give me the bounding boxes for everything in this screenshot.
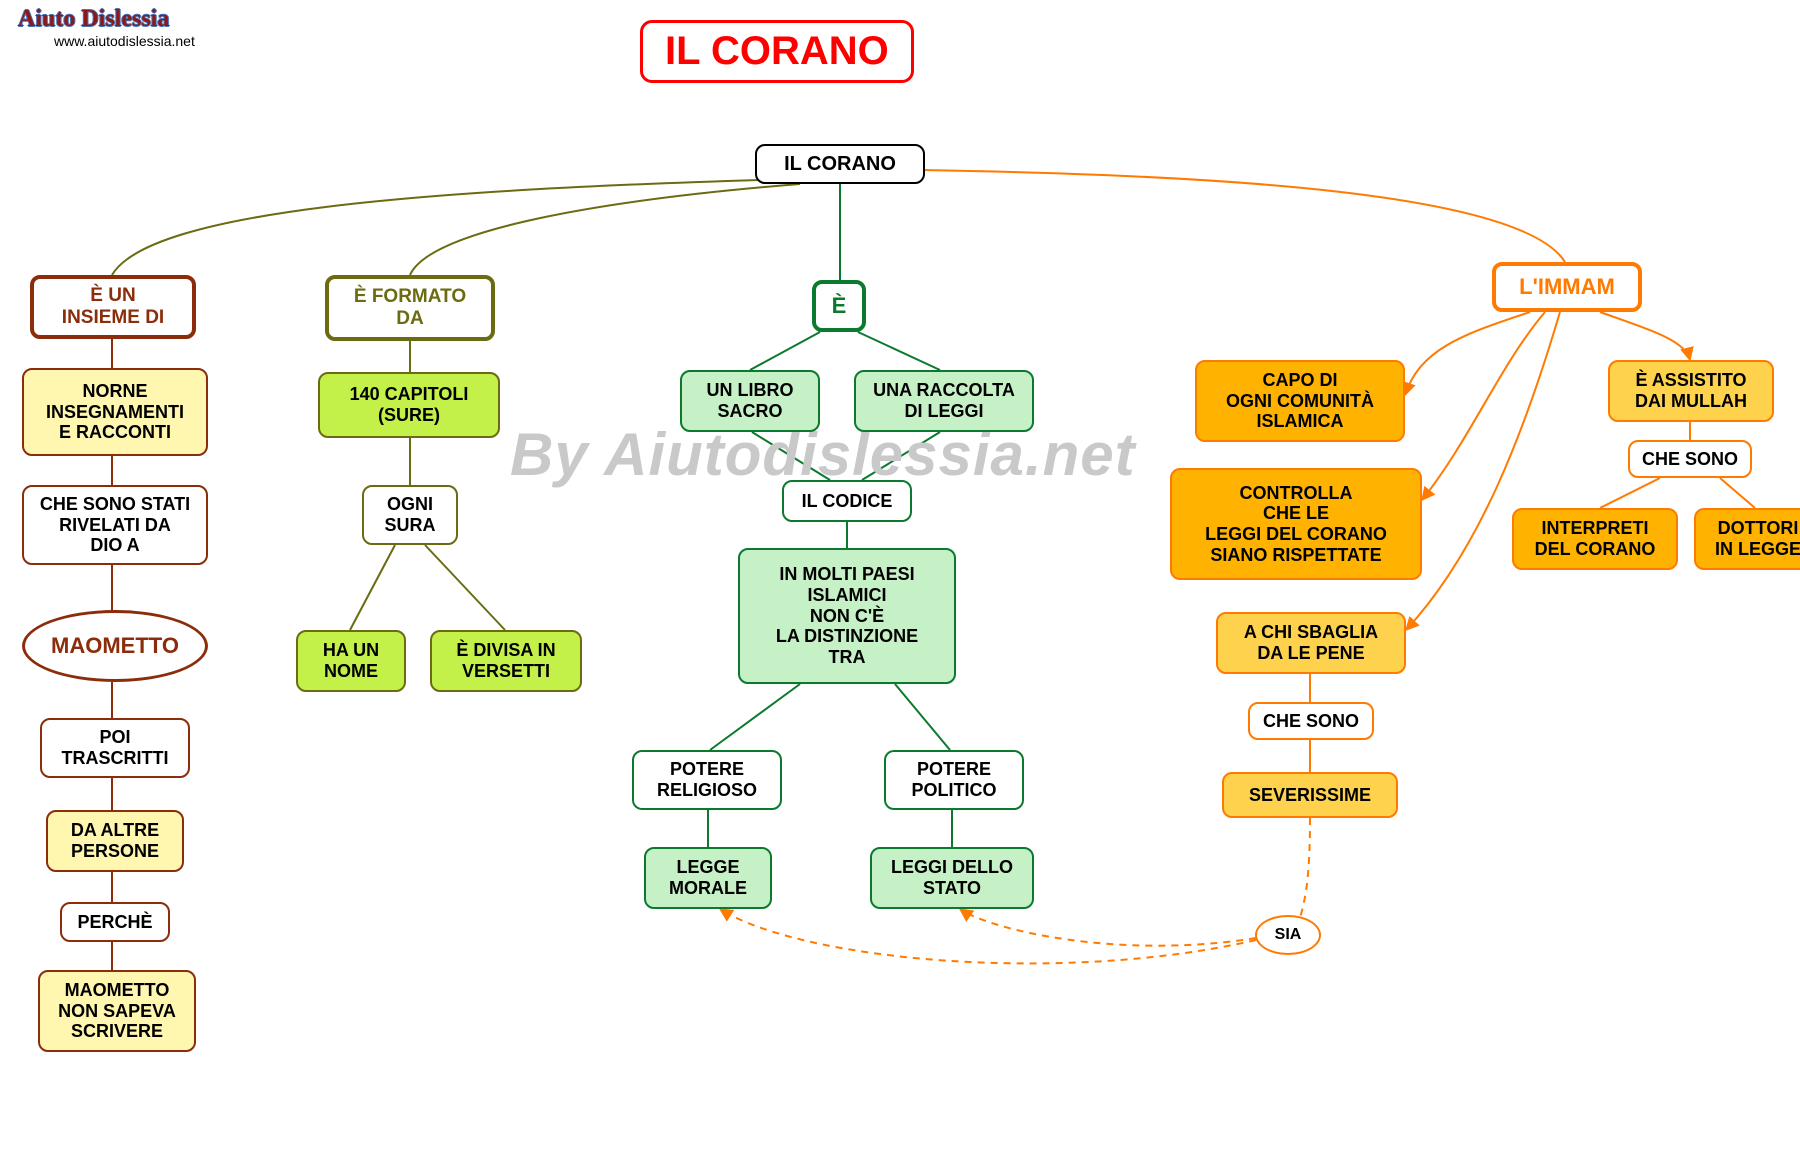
node-a5: INTERPRETI DEL CORANO <box>1512 508 1678 570</box>
node-g6: POTERE RELIGIOSO <box>632 750 782 810</box>
node-g9: LEGGI DELLO STATO <box>870 847 1034 909</box>
node-g3: UNA RACCOLTA DI LEGGI <box>854 370 1034 432</box>
concept-map: { "type": "flowchart", "canvas": { "widt… <box>0 0 1800 1152</box>
node-b3: CHE SONO STATI RIVELATI DA DIO A <box>22 485 208 565</box>
node-g8: LEGGE MORALE <box>644 847 772 909</box>
node-g5: IN MOLTI PAESI ISLAMICI NON C'È LA DISTI… <box>738 548 956 684</box>
watermark-text: By Aiutodislessia.net <box>510 420 1136 489</box>
logo-line1: Aiuto Dislessia <box>18 6 195 33</box>
node-b8: MAOMETTO NON SAPEVA SCRIVERE <box>38 970 196 1052</box>
node-root: IL CORANO <box>755 144 925 184</box>
node-b2: NORNE INSEGNAMENTI E RACCONTI <box>22 368 208 456</box>
node-g2: UN LIBRO SACRO <box>680 370 820 432</box>
node-b6: DA ALTRE PERSONE <box>46 810 184 872</box>
node-o2: 140 CAPITOLI (SURE) <box>318 372 500 438</box>
node-b7: PERCHÈ <box>60 902 170 942</box>
node-o3: OGNI SURA <box>362 485 458 545</box>
node-o5: È DIVISA IN VERSETTI <box>430 630 582 692</box>
node-o1: È FORMATO DA <box>325 275 495 341</box>
node-a2: È ASSISTITO DAI MULLAH <box>1608 360 1774 422</box>
node-g7: POTERE POLITICO <box>884 750 1024 810</box>
node-a6: DOTTORI IN LEGGE <box>1694 508 1800 570</box>
logo-line2: www.aiutodislessia.net <box>54 33 195 49</box>
node-a8: CHE SONO <box>1248 702 1374 740</box>
node-a7: A CHI SBAGLIA DA LE PENE <box>1216 612 1406 674</box>
node-a1: CAPO DI OGNI COMUNITÀ ISLAMICA <box>1195 360 1405 442</box>
node-a9: SEVERISSIME <box>1222 772 1398 818</box>
site-logo: Aiuto Dislessia www.aiutodislessia.net <box>18 6 195 49</box>
node-sia: SIA <box>1255 915 1321 955</box>
node-b4: MAOMETTO <box>22 610 208 682</box>
node-a3: CONTROLLA CHE LE LEGGI DEL CORANO SIANO … <box>1170 468 1422 580</box>
node-b5: POI TRASCRITTI <box>40 718 190 778</box>
node-a4: CHE SONO <box>1628 440 1752 478</box>
node-o4: HA UN NOME <box>296 630 406 692</box>
node-b1: È UN INSIEME DI <box>30 275 196 339</box>
node-g4: IL CODICE <box>782 480 912 522</box>
node-im: L'IMMAM <box>1492 262 1642 312</box>
node-g1: È <box>812 280 866 332</box>
diagram-title: IL CORANO <box>640 20 914 83</box>
